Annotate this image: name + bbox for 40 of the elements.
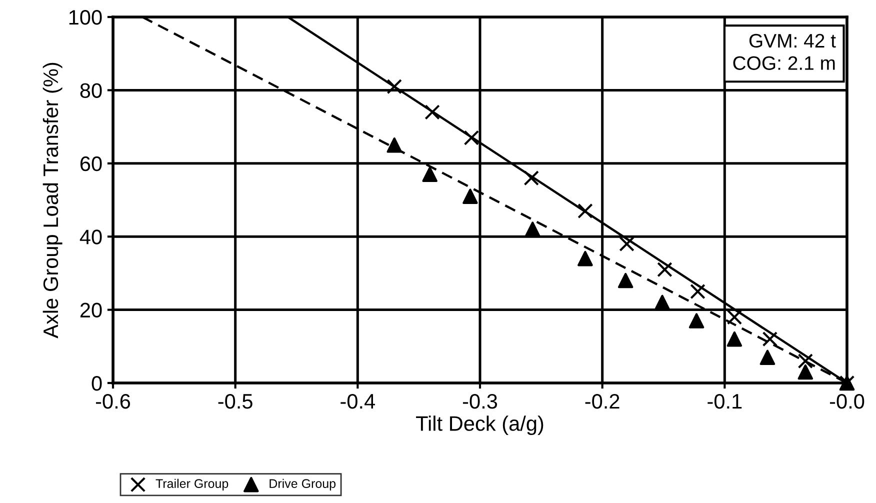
point: [386, 78, 402, 94]
point: [798, 364, 814, 380]
x-tick-label: -0.3: [462, 394, 498, 409]
legend-label: Drive Group: [270, 478, 336, 490]
point: [654, 294, 670, 310]
point: [688, 313, 704, 328]
x-tick-label: -0.6: [96, 394, 130, 409]
y-axis-title: Axle Group Load Transfer (%): [42, 62, 62, 338]
y-tick-label: 0: [92, 376, 102, 391]
x-tick-label: -0.5: [218, 394, 252, 409]
legend-label: Trailer Group: [156, 478, 228, 490]
y-tick-label: 40: [80, 230, 102, 244]
x-tick-label: -0.4: [340, 394, 376, 409]
y-tick-label: 20: [80, 302, 102, 318]
x-tick-label: -0.2: [585, 394, 620, 409]
point: [424, 104, 440, 120]
point: [578, 250, 593, 266]
y-tick-label: 80: [80, 83, 102, 98]
point: [726, 309, 742, 325]
point: [762, 331, 778, 347]
point: [386, 137, 402, 153]
x-tick-label: -0.1: [708, 394, 742, 409]
point: [524, 170, 540, 186]
y-tick-label: 100: [69, 10, 102, 25]
x-tick-label: -0.0: [830, 394, 864, 409]
point: [798, 353, 814, 369]
point: [657, 262, 672, 278]
point: [619, 236, 634, 252]
y-tick-label: 60: [80, 156, 102, 172]
annotation: GVM: 42 t COG: 2.1 m: [733, 34, 836, 70]
point: [726, 331, 742, 347]
point: [690, 284, 706, 300]
point: [760, 350, 776, 366]
point: [462, 188, 478, 204]
point: [422, 166, 438, 182]
x-axis-title: Tilt Deck (a/g): [416, 416, 544, 436]
point: [578, 203, 593, 219]
point: [618, 272, 634, 288]
point: [524, 222, 540, 237]
point: [464, 130, 480, 146]
